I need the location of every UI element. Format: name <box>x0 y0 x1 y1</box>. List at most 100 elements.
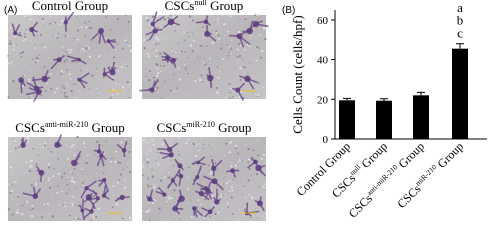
texture-dot <box>227 206 229 208</box>
texture-dot <box>63 95 66 98</box>
texture-dot <box>67 35 69 37</box>
texture-dot <box>21 84 24 88</box>
texture-dot <box>116 18 119 20</box>
texture-dot <box>167 171 170 174</box>
texture-dot <box>187 72 190 75</box>
texture-dot <box>219 147 221 148</box>
texture-dot <box>105 16 107 18</box>
texture-dot <box>76 16 78 18</box>
texture-dot <box>243 185 245 187</box>
stained-cell-body <box>102 177 107 183</box>
texture-dot <box>47 163 50 166</box>
texture-dot <box>17 146 20 149</box>
texture-dot <box>72 33 74 35</box>
stained-cell-body <box>252 20 260 28</box>
texture-dot <box>10 61 13 64</box>
micrograph <box>7 134 132 222</box>
texture-dot <box>128 216 132 219</box>
texture-dot <box>90 215 92 217</box>
texture-dot <box>39 33 42 36</box>
texture-dot <box>17 88 19 90</box>
texture-dot <box>83 46 85 48</box>
texture-dot <box>229 52 232 55</box>
stained-cell-body <box>63 20 68 25</box>
texture-dot <box>198 149 200 152</box>
stained-cell-body <box>177 163 183 169</box>
texture-dot <box>76 136 79 139</box>
texture-dot <box>145 153 148 155</box>
texture-dot <box>121 47 124 50</box>
texture-dot <box>254 93 256 95</box>
stained-cell-body <box>211 165 217 172</box>
texture-dot <box>57 158 59 160</box>
texture-dot <box>209 57 211 60</box>
texture-dot <box>35 93 37 96</box>
texture-dot <box>114 218 116 220</box>
texture-dot <box>195 154 198 158</box>
texture-dot <box>211 41 214 45</box>
texture-dot <box>90 14 92 16</box>
texture-dot <box>104 210 106 212</box>
texture-dot <box>11 181 14 184</box>
stained-cell-body <box>101 193 106 198</box>
texture-dot <box>234 164 237 167</box>
texture-dot <box>31 207 34 210</box>
texture-dot <box>168 197 171 200</box>
texture-dot <box>15 211 18 214</box>
texture-dot <box>245 205 247 207</box>
texture-dot <box>94 178 96 180</box>
micrograph-background <box>8 137 132 221</box>
texture-dot <box>170 159 172 161</box>
texture-dot <box>159 179 163 182</box>
texture-dot <box>73 85 76 87</box>
texture-dot <box>244 208 246 211</box>
texture-dot <box>181 159 183 161</box>
texture-dot <box>20 214 23 216</box>
texture-dot <box>214 212 217 215</box>
texture-dot <box>169 14 172 17</box>
texture-dot <box>71 196 74 198</box>
texture-dot <box>14 140 17 142</box>
texture-dot <box>228 180 231 183</box>
texture-dot <box>42 146 45 149</box>
texture-dot <box>150 185 152 188</box>
texture-dot <box>146 158 149 161</box>
texture-dot <box>128 97 130 99</box>
texture-dot <box>261 50 264 53</box>
texture-dot <box>118 179 121 181</box>
texture-dot <box>190 216 193 218</box>
texture-dot <box>166 200 168 203</box>
label-superscript: miR-210 <box>186 120 215 129</box>
texture-dot <box>128 150 131 153</box>
texture-dot <box>13 219 15 221</box>
texture-dot <box>155 160 157 162</box>
texture-dot <box>57 172 60 175</box>
texture-dot <box>143 158 145 160</box>
texture-dot <box>30 40 32 41</box>
texture-dot <box>148 23 151 26</box>
texture-dot <box>92 214 95 216</box>
texture-dot <box>184 51 187 53</box>
texture-dot <box>216 66 219 68</box>
texture-dot <box>223 154 225 156</box>
texture-dot <box>230 141 233 144</box>
texture-dot <box>50 87 53 90</box>
texture-dot <box>117 149 119 151</box>
texture-dot <box>188 15 192 18</box>
stained-cell-body <box>36 88 42 95</box>
texture-dot <box>71 203 74 207</box>
texture-dot <box>56 87 59 90</box>
texture-dot <box>173 15 176 18</box>
texture-dot <box>98 55 101 58</box>
texture-dot <box>196 56 199 58</box>
texture-dot <box>232 213 234 216</box>
texture-dot <box>174 14 176 16</box>
texture-dot <box>201 81 204 83</box>
texture-dot <box>60 20 62 22</box>
texture-dot <box>113 56 116 59</box>
texture-dot <box>178 153 181 156</box>
texture-dot <box>70 145 73 148</box>
stained-cell-body <box>207 74 214 82</box>
texture-dot <box>51 215 54 218</box>
texture-dot <box>9 142 11 144</box>
